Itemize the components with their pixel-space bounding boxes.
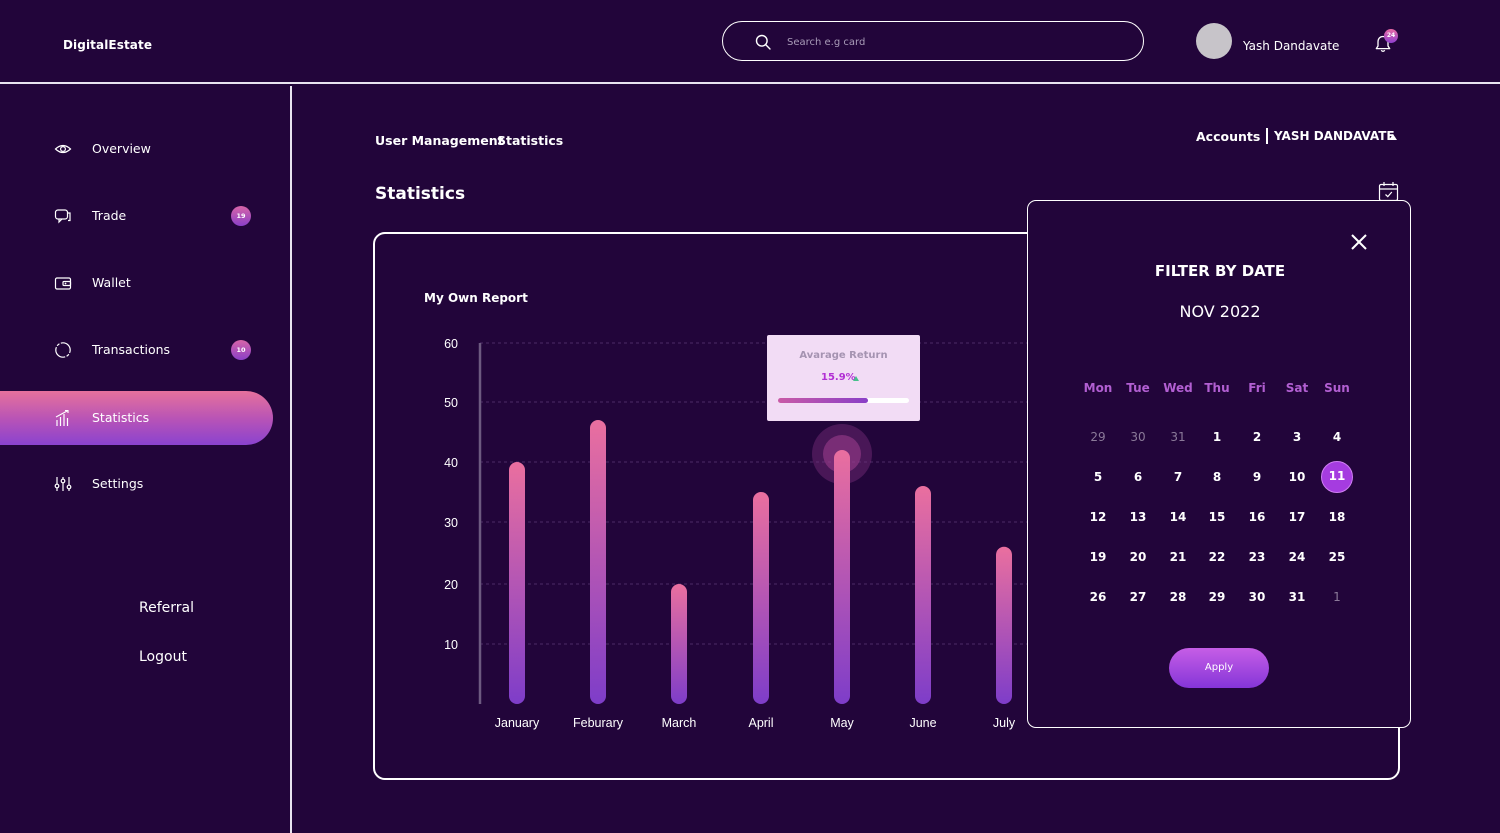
weekday-header: Sat — [1285, 381, 1309, 395]
search-box[interactable] — [722, 21, 1144, 61]
calendar-day[interactable]: 1 — [1333, 590, 1341, 604]
calendar-day[interactable]: 5 — [1093, 470, 1103, 484]
page-title: Statistics — [375, 184, 466, 204]
chat-icon — [54, 209, 71, 224]
weekday-header: Fri — [1248, 381, 1266, 395]
average-return-tooltip: Avarage Return 15.9% — [767, 335, 920, 421]
bar-chart-icon — [55, 409, 69, 426]
calendar-day[interactable]: 7 — [1173, 470, 1183, 484]
filter-title: FILTER BY DATE — [1154, 262, 1286, 280]
sidebar-item-label: Trade — [92, 208, 127, 223]
weekday-header: Thu — [1204, 381, 1230, 395]
divider — [1266, 128, 1268, 144]
sidebar-item-label: Statistics — [92, 410, 150, 425]
calendar-month[interactable]: NOV 2022 — [1179, 302, 1261, 321]
calendar-day[interactable]: 31 — [1288, 590, 1306, 604]
calendar-day[interactable]: 22 — [1208, 550, 1226, 564]
sidebar-item-label: Settings — [92, 476, 144, 491]
close-icon[interactable] — [1350, 233, 1368, 251]
calendar-day[interactable]: 3 — [1292, 430, 1302, 444]
calendar-day[interactable]: 30 — [1248, 590, 1266, 604]
trade-count-badge: 19 — [231, 206, 251, 226]
caret-up-icon[interactable] — [1389, 134, 1397, 140]
sidebar-item-overview[interactable]: Overview — [0, 122, 273, 176]
sidebar-item-label: Wallet — [92, 275, 131, 290]
breadcrumb-statistics[interactable]: Statistics — [497, 133, 564, 148]
sidebar-item-label: Overview — [92, 141, 151, 156]
notification-badge: 24 — [1384, 29, 1398, 43]
accounts-link[interactable]: Accounts — [1196, 129, 1261, 144]
weekday-header: Tue — [1126, 381, 1150, 395]
tooltip-label: Avarage Return — [799, 350, 888, 361]
calendar-day[interactable]: 14 — [1169, 510, 1187, 524]
trend-up-icon — [853, 376, 859, 381]
calendar-day[interactable]: 28 — [1169, 590, 1187, 604]
sidebar: Overview Trade 19 Wallet Transactions 10 — [0, 86, 292, 833]
calendar-day[interactable]: 1 — [1212, 430, 1222, 444]
sidebar-item-label: Transactions — [92, 342, 171, 357]
calendar-day[interactable]: 15 — [1208, 510, 1226, 524]
calendar-day[interactable]: 13 — [1129, 510, 1147, 524]
logout-link[interactable]: Logout — [139, 649, 187, 665]
sidebar-item-statistics[interactable]: Statistics — [0, 391, 273, 445]
calendar-day[interactable]: 18 — [1328, 510, 1346, 524]
chart-title: My Own Report — [424, 291, 528, 305]
calendar-day[interactable]: 2 — [1252, 430, 1262, 444]
calendar-day[interactable]: 29 — [1208, 590, 1226, 604]
calendar-day[interactable]: 24 — [1288, 550, 1306, 564]
avatar[interactable] — [1196, 23, 1232, 59]
date-filter-popup: FILTER BY DATE NOV 2022 Apply Mon Tue Wed T… — [1027, 200, 1411, 728]
calendar-day[interactable]: 21 — [1169, 550, 1187, 564]
sidebar-item-trade[interactable]: Trade 19 — [0, 189, 273, 243]
eye-icon — [54, 144, 72, 154]
calendar-day[interactable]: 23 — [1248, 550, 1266, 564]
calendar-day[interactable]: 10 — [1288, 470, 1306, 484]
breadcrumb-user-management[interactable]: User Management — [375, 133, 504, 148]
sidebar-item-transactions[interactable]: Transactions 10 — [0, 323, 273, 377]
calendar-day[interactable]: 31 — [1170, 430, 1186, 444]
weekday-header: Mon — [1083, 381, 1113, 395]
calendar-day[interactable]: 27 — [1129, 590, 1147, 604]
calendar-day[interactable]: 4 — [1332, 430, 1342, 444]
apply-button[interactable]: Apply — [1169, 648, 1269, 688]
calendar-day[interactable]: 8 — [1212, 470, 1222, 484]
calendar-day[interactable]: 17 — [1288, 510, 1306, 524]
weekday-header: Wed — [1163, 381, 1193, 395]
calendar-day[interactable]: 29 — [1090, 430, 1106, 444]
sidebar-item-wallet[interactable]: Wallet — [0, 256, 273, 310]
calendar-day-selected[interactable]: 11 — [1321, 461, 1353, 493]
sliders-icon — [54, 477, 72, 491]
calendar-day[interactable]: 12 — [1089, 510, 1107, 524]
return-progress-track — [778, 398, 909, 403]
return-progress-fill — [778, 398, 869, 403]
sidebar-item-settings[interactable]: Settings — [0, 457, 273, 511]
search-input[interactable] — [787, 32, 1117, 52]
top-bar: DigitalEstate Yash Dandavate 24 — [0, 0, 1500, 84]
calendar-day[interactable]: 16 — [1248, 510, 1266, 524]
calendar-icon[interactable] — [1378, 181, 1399, 202]
wallet-icon — [54, 277, 72, 290]
weekday-header: Sun — [1324, 381, 1350, 395]
user-name[interactable]: Yash Dandavate — [1243, 39, 1340, 53]
search-icon — [755, 34, 771, 50]
cycle-icon — [55, 342, 71, 358]
calendar-day[interactable]: 26 — [1089, 590, 1107, 604]
referral-link[interactable]: Referral — [139, 600, 194, 616]
calendar-day[interactable]: 6 — [1133, 470, 1143, 484]
app-logo[interactable]: DigitalEstate — [63, 38, 153, 52]
calendar-day[interactable]: 25 — [1328, 550, 1346, 564]
calendar-day[interactable]: 9 — [1252, 470, 1262, 484]
calendar-day[interactable]: 19 — [1089, 550, 1107, 564]
calendar-day[interactable]: 30 — [1130, 430, 1146, 444]
tooltip-value: 15.9% — [821, 372, 856, 383]
transactions-count-badge: 10 — [231, 340, 251, 360]
calendar-day[interactable]: 20 — [1129, 550, 1147, 564]
account-dropdown[interactable]: YASH DANDAVATE — [1274, 129, 1395, 143]
